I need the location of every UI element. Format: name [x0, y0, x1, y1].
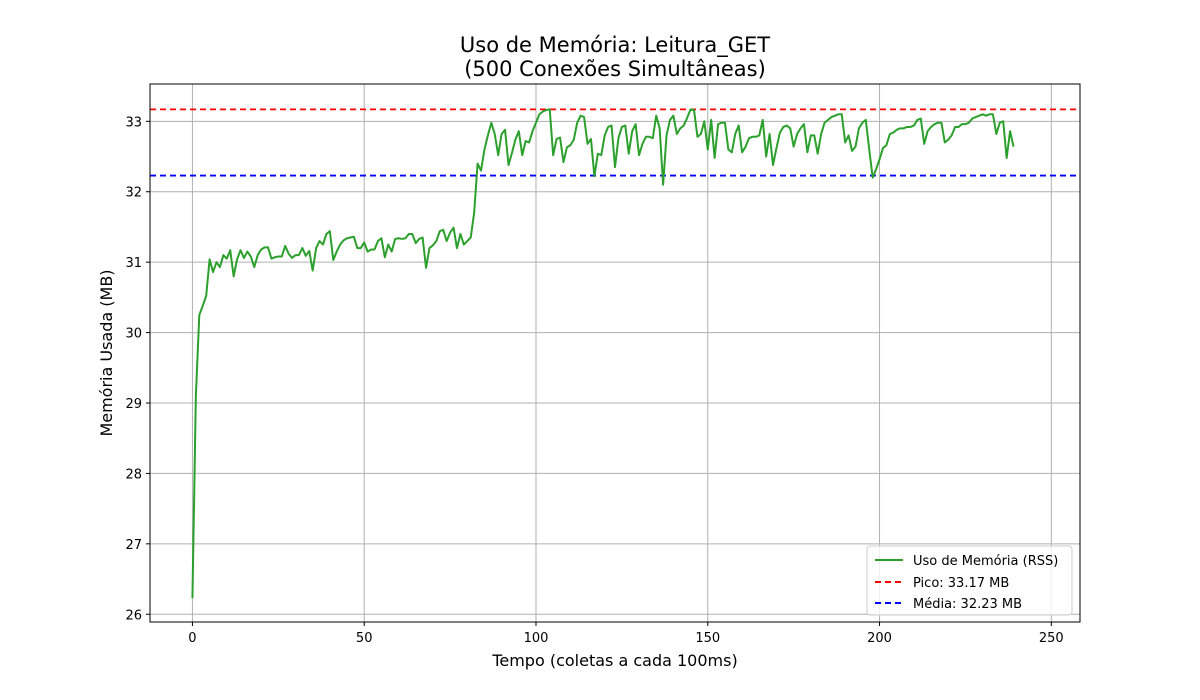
y-tick-label: 27 [125, 538, 142, 553]
x-axis-label: Tempo (coletas a cada 100ms) [491, 651, 737, 670]
y-axis-ticks: 26 27 28 29 30 31 32 33 [125, 115, 150, 623]
y-tick-label: 32 [125, 186, 142, 201]
y-tick-label: 33 [125, 115, 142, 130]
series-line-rss [191, 108, 1015, 599]
y-tick-label: 29 [125, 397, 142, 412]
y-tick-label: 31 [125, 256, 142, 271]
legend-label-rss: Uso de Memória (RSS) [913, 554, 1058, 569]
y-axis-label: Memória Usada (MB) [97, 269, 116, 436]
legend: Uso de Memória (RSS) Pico: 33.17 MB Médi… [866, 545, 1073, 616]
x-tick-label: 200 [867, 631, 892, 646]
legend-label-average: Média: 32.23 MB [913, 597, 1022, 612]
chart-title-line2: (500 Conexões Simultâneas) [464, 57, 766, 81]
reference-lines [150, 108, 1080, 177]
x-tick-label: 50 [356, 631, 373, 646]
legend-label-peak: Pico: 33.17 MB [913, 576, 1009, 591]
y-tick-label: 28 [125, 467, 142, 482]
x-tick-label: 0 [188, 631, 196, 646]
x-tick-label: 150 [695, 631, 720, 646]
series-layer [191, 108, 1015, 599]
grid-lines [150, 84, 1080, 622]
y-tick-label: 26 [125, 608, 142, 623]
plot-frame [149, 83, 1081, 623]
legend-box [866, 545, 1073, 616]
y-tick-label: 30 [125, 327, 142, 342]
x-tick-label: 100 [524, 631, 549, 646]
x-tick-label: 250 [1039, 631, 1064, 646]
x-axis-ticks: 0 50 100 150 200 250 [188, 622, 1064, 646]
chart-title-line1: Uso de Memória: Leitura_GET [460, 33, 770, 58]
